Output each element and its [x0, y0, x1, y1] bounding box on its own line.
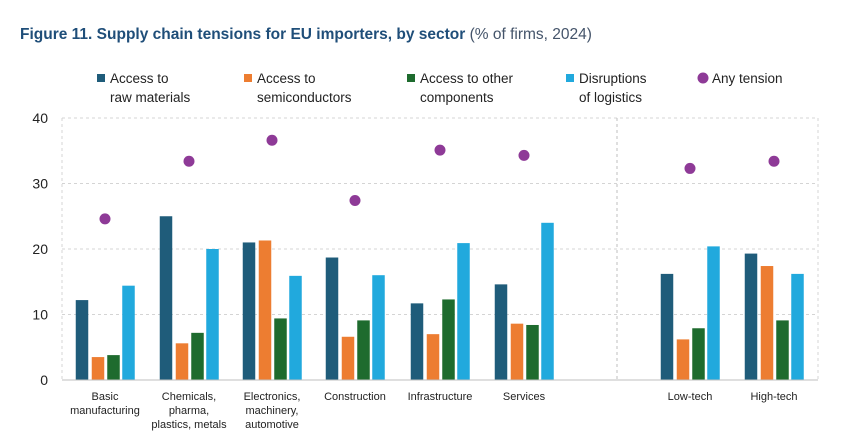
dot-any-tension-2: [266, 134, 278, 146]
bar-access-to-semiconductors-4: [426, 334, 440, 380]
bar-access-to-other-components-3: [357, 320, 370, 380]
dot-any-tension-7: [768, 155, 780, 167]
bar-access-to-semiconductors-5: [510, 323, 524, 380]
y-tick-label-20: 20: [32, 241, 48, 257]
x-category-label-5: Services: [503, 391, 546, 403]
legend-label-access-to-raw-materials: Access to raw materials: [110, 71, 191, 105]
bar-access-to-other-components-6: [692, 328, 705, 380]
bar-disruptions-of-logistics-3: [372, 275, 385, 380]
bar-access-to-other-components-2: [274, 318, 287, 380]
bar-access-to-raw-materials-7: [744, 253, 758, 380]
y-tick-label-10: 10: [32, 307, 48, 323]
bar-access-to-raw-materials-6: [660, 273, 674, 380]
dot-any-tension-3: [349, 195, 361, 207]
bar-access-to-semiconductors-7: [760, 266, 774, 380]
y-tick-label-40: 40: [32, 110, 48, 126]
bar-access-to-semiconductors-2: [258, 240, 272, 380]
bar-access-to-semiconductors-3: [341, 336, 355, 380]
chart-title-main: Figure 11. Supply chain tensions for EU …: [20, 26, 466, 43]
dot-any-tension-6: [684, 162, 696, 174]
bar-access-to-raw-materials-2: [242, 242, 256, 380]
x-category-label-0: Basic manufacturing: [70, 391, 140, 417]
bar-access-to-semiconductors-0: [91, 357, 105, 380]
dot-any-tension-0: [99, 213, 111, 225]
bar-access-to-raw-materials-4: [410, 303, 424, 380]
bar-access-to-other-components-5: [526, 324, 539, 380]
x-category-label-7: High-tech: [750, 391, 797, 403]
x-category-label-1: Chemicals, pharma, plastics, metals: [151, 391, 227, 431]
bar-access-to-other-components-0: [107, 355, 120, 380]
bar-disruptions-of-logistics-6: [707, 246, 720, 380]
bar-disruptions-of-logistics-5: [541, 222, 554, 380]
x-category-label-6: Low-tech: [668, 391, 713, 403]
legend-label-any-tension: Any tension: [712, 71, 783, 86]
legend-label-access-to-other-components: Access to other components: [420, 71, 514, 105]
bar-disruptions-of-logistics-7: [791, 273, 804, 380]
y-tick-label-0: 0: [40, 372, 48, 388]
y-tick-label-30: 30: [32, 176, 48, 192]
dot-any-tension-5: [518, 149, 530, 161]
bar-disruptions-of-logistics-0: [122, 285, 135, 380]
chart-title: Figure 11. Supply chain tensions for EU …: [20, 26, 592, 44]
x-category-label-3: Construction: [324, 391, 386, 403]
dot-any-tension-4: [434, 144, 446, 156]
dot-any-tension-1: [183, 155, 195, 167]
chart-title-subtitle: (% of firms, 2024): [469, 26, 592, 43]
bar-access-to-semiconductors-6: [676, 339, 690, 380]
bar-access-to-other-components-7: [776, 320, 789, 380]
bar-access-to-semiconductors-1: [175, 343, 189, 380]
bar-access-to-raw-materials-0: [75, 300, 89, 380]
legend-marker-disruptions-of-logistics: [566, 74, 574, 82]
legend-label-access-to-semiconductors: Access to semiconductors: [257, 71, 352, 105]
bar-access-to-raw-materials-3: [325, 257, 339, 380]
x-category-label-4: Infrastructure: [408, 391, 473, 403]
bar-disruptions-of-logistics-1: [206, 249, 219, 380]
bar-access-to-other-components-1: [191, 332, 204, 380]
legend-marker-access-to-other-components: [407, 74, 415, 82]
x-category-label-2: Electronics, machinery, automotive: [244, 391, 301, 431]
legend-marker-any-tension: [697, 72, 709, 84]
bar-access-to-raw-materials-5: [494, 284, 508, 380]
bar-disruptions-of-logistics-4: [457, 243, 470, 380]
legend-marker-access-to-semiconductors: [244, 74, 252, 82]
legend-label-disruptions-of-logistics: Disruptions of logistics: [579, 71, 647, 105]
bar-access-to-other-components-4: [442, 299, 455, 380]
bar-access-to-raw-materials-1: [159, 216, 173, 380]
bar-disruptions-of-logistics-2: [289, 275, 302, 380]
legend-marker-access-to-raw-materials: [97, 74, 105, 82]
